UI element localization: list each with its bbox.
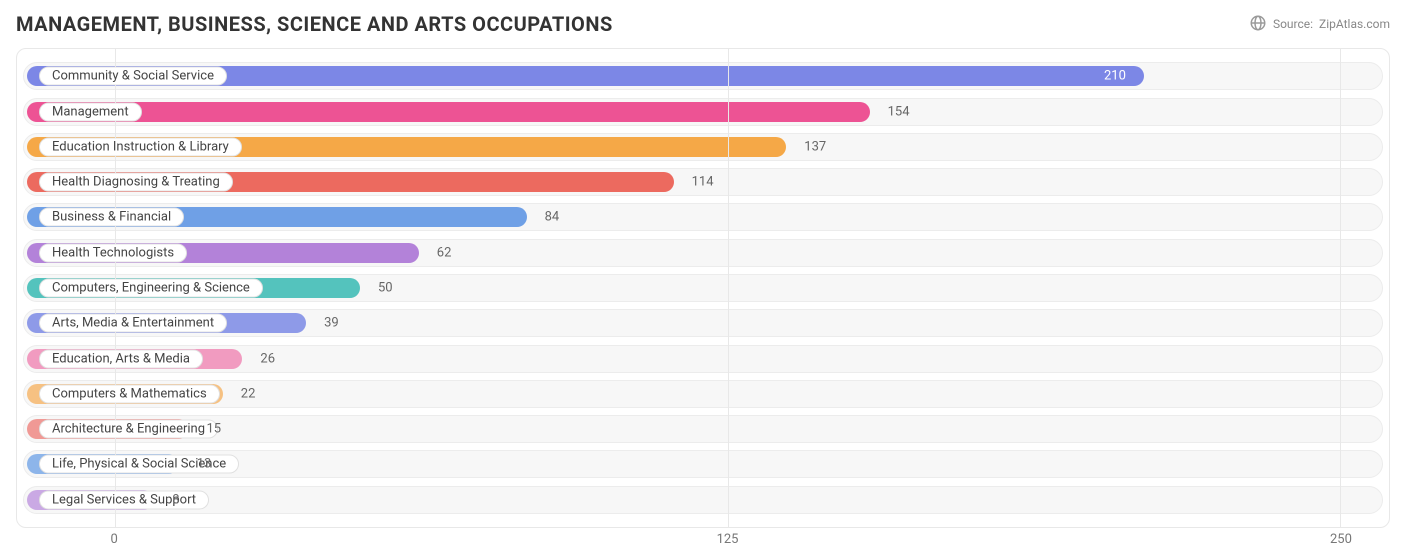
bar-category-label: Community & Social Service <box>39 67 227 86</box>
bar-category-label: Computers & Mathematics <box>39 384 220 403</box>
source-name: ZipAtlas.com <box>1319 17 1390 31</box>
bar-value-label: 22 <box>241 386 256 401</box>
bar-row: Education, Arts & Media 26 <box>17 345 1389 373</box>
bar-category-label: Legal Services & Support <box>39 490 209 509</box>
plot-area: Community & Social Service 210 Management 1… <box>16 48 1390 528</box>
source-label: Source: <box>1273 17 1313 31</box>
bar-category-label: Arts, Media & Entertainment <box>39 314 227 333</box>
x-axis: 0 125 250 <box>16 532 1390 552</box>
bar-row: Management 154 <box>17 98 1389 126</box>
bar-value-label: 15 <box>207 422 222 437</box>
bar-category-label: Health Diagnosing & Treating <box>39 173 233 192</box>
bar-row: Life, Physical & Social Science13 <box>17 450 1389 478</box>
bar-category-label: Education Instruction & Library <box>39 137 242 156</box>
bar-value-label: 26 <box>260 351 275 366</box>
bar-value-label: 13 <box>197 457 212 472</box>
bar-value-label: 62 <box>437 245 452 260</box>
bar-row: Business & Financial 84 <box>17 203 1389 231</box>
bar-row: Legal Services & Support8 <box>17 486 1389 514</box>
bar-row: Health Technologists 62 <box>17 239 1389 267</box>
chart-title: MANAGEMENT, BUSINESS, SCIENCE AND ARTS O… <box>16 12 613 36</box>
chart-header: MANAGEMENT, BUSINESS, SCIENCE AND ARTS O… <box>16 12 1390 36</box>
bar-category-label: Management <box>39 102 142 121</box>
chart-container: MANAGEMENT, BUSINESS, SCIENCE AND ARTS O… <box>0 0 1406 558</box>
bar-value-label: 39 <box>324 316 339 331</box>
bar-row: Architecture & Engineering15 <box>17 415 1389 443</box>
bar-track <box>23 415 1383 443</box>
x-tick-label: 250 <box>1330 532 1352 547</box>
bars-wrapper: Community & Social Service 210 Management 1… <box>17 49 1389 527</box>
bar-row: Community & Social Service 210 <box>17 62 1389 90</box>
bar-value-label: 114 <box>692 175 714 190</box>
source-icon <box>1249 14 1267 35</box>
bar-track <box>23 486 1383 514</box>
bar-row: Education Instruction & Library 137 <box>17 133 1389 161</box>
bar-row: Health Diagnosing & Treating 114 <box>17 168 1389 196</box>
bar-fill <box>27 102 870 122</box>
bar-value-label: 8 <box>172 492 179 507</box>
bar-value-label: 50 <box>378 280 393 295</box>
bar-category-label: Business & Financial <box>39 208 184 227</box>
gridline <box>728 49 729 527</box>
bar-value-label: 84 <box>545 210 560 225</box>
bar-value-label: 154 <box>888 104 910 119</box>
bar-row: Computers, Engineering & Science 50 <box>17 274 1389 302</box>
x-tick-label: 0 <box>110 532 117 547</box>
x-tick-label: 125 <box>717 532 739 547</box>
source-attribution: Source: ZipAtlas.com <box>1249 14 1390 35</box>
bar-track <box>23 380 1383 408</box>
gridline <box>1340 49 1341 527</box>
bar-category-label: Computers, Engineering & Science <box>39 278 263 297</box>
bar-category-label: Architecture & Engineering <box>39 420 218 439</box>
bar-row: Arts, Media & Entertainment 39 <box>17 309 1389 337</box>
bar-category-label: Health Technologists <box>39 243 187 262</box>
bar-value-label: 137 <box>804 139 826 154</box>
bar-row: Computers & Mathematics 22 <box>17 380 1389 408</box>
bar-category-label: Education, Arts & Media <box>39 349 203 368</box>
bar-value-label: 210 <box>1104 69 1126 84</box>
